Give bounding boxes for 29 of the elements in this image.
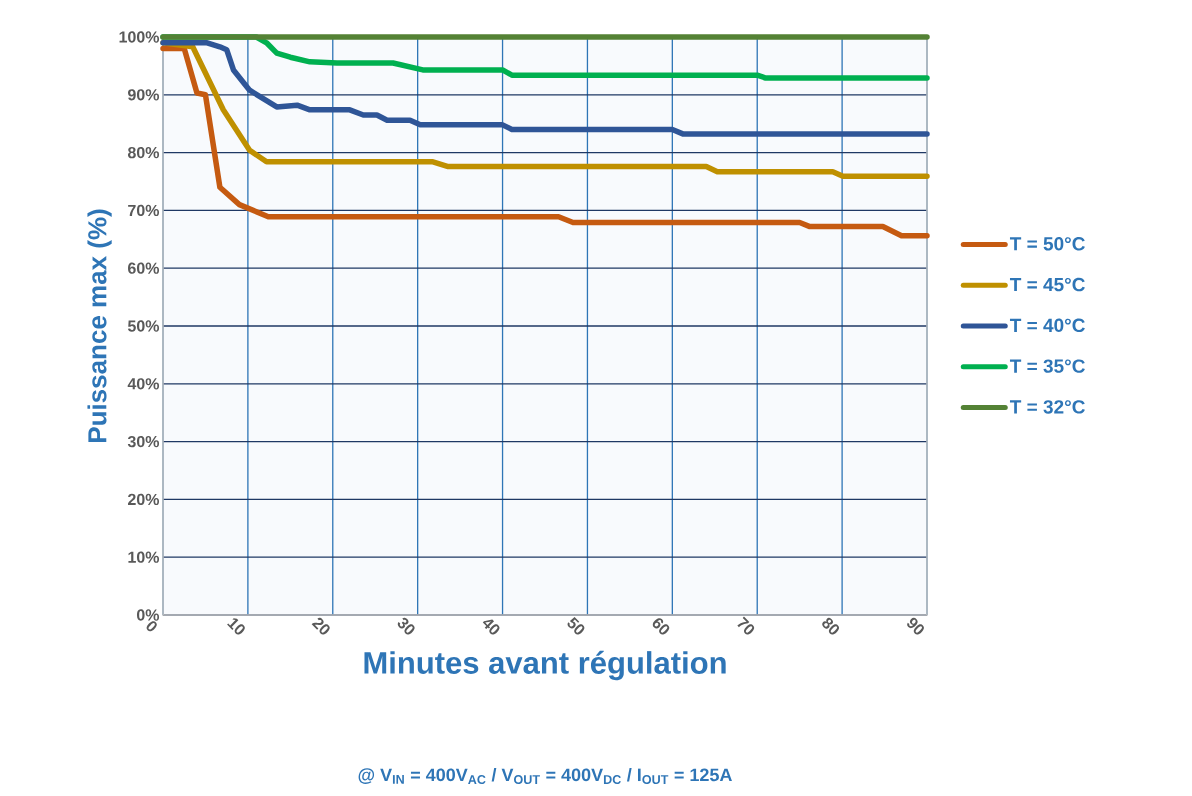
x-tick-label: 0 <box>146 621 157 632</box>
y-tick-label: 10% <box>128 551 160 563</box>
x-tick-label: 20 <box>311 617 330 635</box>
x-tick-label: 70 <box>737 616 755 635</box>
text: @ V$_{IN}$ = 400V$_{AC}$ / V$_{OUT}$ = 400V$_{DC}$ / I$_{OUT}$ = 125A <box>358 767 732 785</box>
y-axis-title: Puissance max (%) <box>87 209 112 443</box>
legend-label: T = 50°C <box>1009 237 1085 251</box>
x-tick-label: 90 <box>907 617 924 635</box>
legend-label: T = 45°C <box>1009 277 1085 292</box>
y-tick-label: 0% <box>136 609 160 621</box>
y-tick-label: 30% <box>127 435 160 448</box>
legend-label: T = 35°C <box>1009 359 1085 373</box>
y-tick-label: 100% <box>119 31 160 43</box>
y-tick-label: 70% <box>128 204 160 217</box>
x-tick-label: 80 <box>822 617 840 635</box>
y-tick-label: 40% <box>127 378 160 390</box>
x-tick-label: 60 <box>652 618 670 635</box>
y-tick-label: 20% <box>127 493 160 506</box>
legend-label: T = 40°C <box>1009 318 1085 333</box>
x-tick-label: 30 <box>397 617 415 635</box>
x-tick-label: 50 <box>567 616 585 635</box>
x-tick-label: 10 <box>227 618 245 635</box>
x-axis-title: Minutes avant régulation <box>364 650 726 681</box>
x-tick-label: 40 <box>482 619 500 635</box>
legend-label: T = 32°C <box>1009 400 1085 414</box>
y-tick-label: 80% <box>127 146 160 159</box>
y-tick-label: 50% <box>127 320 160 332</box>
y-tick-label: 90% <box>127 89 160 101</box>
y-tick-label: 60% <box>128 262 160 274</box>
